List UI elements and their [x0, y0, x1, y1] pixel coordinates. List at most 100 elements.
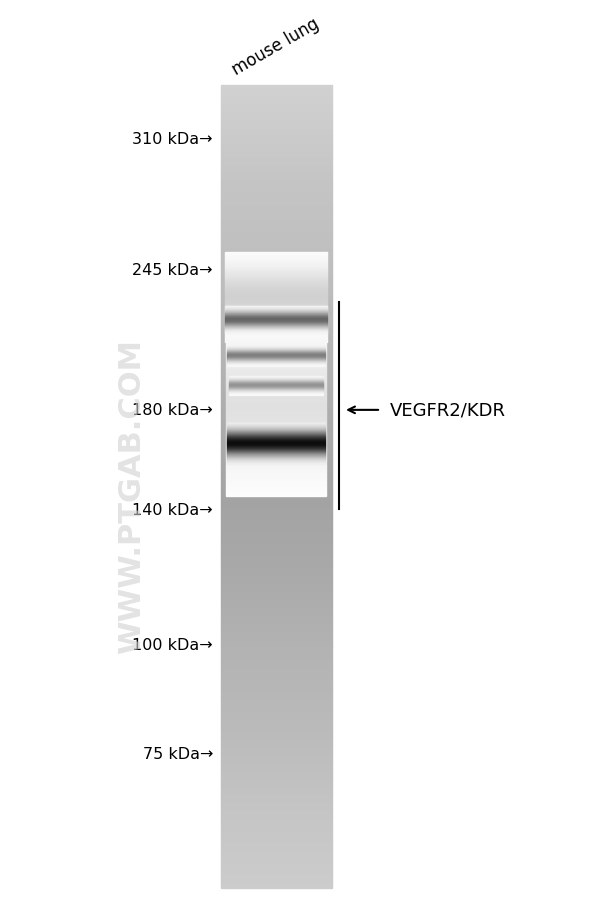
- Bar: [221, 637, 331, 638]
- Bar: [221, 526, 331, 527]
- Bar: [226, 377, 326, 379]
- Bar: [221, 670, 331, 672]
- Bar: [221, 224, 331, 226]
- Bar: [221, 609, 331, 611]
- Bar: [225, 331, 327, 333]
- Bar: [221, 343, 331, 345]
- Bar: [221, 658, 331, 660]
- Bar: [226, 487, 326, 489]
- Bar: [226, 485, 326, 487]
- Bar: [221, 469, 331, 471]
- Bar: [226, 451, 326, 454]
- Bar: [221, 861, 331, 863]
- Bar: [221, 572, 331, 574]
- Bar: [221, 855, 331, 856]
- Bar: [221, 689, 331, 691]
- Bar: [221, 347, 331, 349]
- Bar: [221, 426, 331, 428]
- Bar: [226, 456, 326, 458]
- Bar: [221, 492, 331, 493]
- Bar: [221, 812, 331, 813]
- Bar: [226, 467, 326, 469]
- Bar: [225, 270, 327, 271]
- Bar: [221, 273, 331, 275]
- Bar: [221, 545, 331, 547]
- Bar: [221, 773, 331, 775]
- Bar: [226, 427, 326, 428]
- Bar: [221, 259, 331, 261]
- Bar: [225, 306, 327, 307]
- Bar: [221, 135, 331, 137]
- Bar: [221, 403, 331, 405]
- Bar: [225, 323, 327, 324]
- Bar: [221, 294, 331, 296]
- Bar: [221, 815, 331, 816]
- Bar: [221, 631, 331, 633]
- Bar: [221, 462, 331, 463]
- Bar: [221, 102, 331, 104]
- Bar: [221, 741, 331, 742]
- Bar: [221, 818, 331, 819]
- Bar: [225, 316, 327, 317]
- Bar: [221, 389, 331, 391]
- Bar: [221, 651, 331, 652]
- Bar: [221, 133, 331, 135]
- Bar: [221, 703, 331, 704]
- Bar: [225, 329, 327, 330]
- Bar: [221, 110, 331, 111]
- Bar: [221, 585, 331, 586]
- Bar: [225, 281, 327, 283]
- Bar: [221, 742, 331, 744]
- Bar: [221, 787, 331, 789]
- Bar: [221, 527, 331, 529]
- Bar: [225, 324, 327, 325]
- Bar: [221, 701, 331, 703]
- Bar: [221, 629, 331, 630]
- Bar: [221, 555, 331, 557]
- Bar: [221, 108, 331, 110]
- Bar: [221, 458, 331, 460]
- Bar: [226, 415, 326, 417]
- Bar: [225, 339, 327, 341]
- Bar: [221, 296, 331, 298]
- Bar: [226, 433, 326, 436]
- Bar: [221, 503, 331, 505]
- Bar: [221, 310, 331, 312]
- Bar: [221, 312, 331, 314]
- Bar: [226, 419, 326, 422]
- Bar: [221, 378, 331, 380]
- Bar: [221, 594, 331, 596]
- Bar: [225, 285, 327, 287]
- Bar: [221, 808, 331, 810]
- Bar: [221, 105, 331, 106]
- Bar: [221, 489, 331, 491]
- Bar: [221, 257, 331, 259]
- Bar: [221, 630, 331, 631]
- Bar: [221, 851, 331, 853]
- Bar: [221, 423, 331, 425]
- Bar: [221, 783, 331, 784]
- Bar: [226, 363, 326, 365]
- Bar: [221, 121, 331, 123]
- Bar: [221, 415, 331, 417]
- Bar: [221, 652, 331, 654]
- Bar: [221, 448, 331, 450]
- Bar: [221, 267, 331, 269]
- Bar: [221, 483, 331, 485]
- Bar: [226, 361, 326, 363]
- Bar: [221, 816, 331, 818]
- Text: 245 kDa→: 245 kDa→: [133, 263, 213, 278]
- Bar: [221, 148, 331, 150]
- Bar: [226, 383, 326, 386]
- Bar: [221, 746, 331, 747]
- Bar: [221, 209, 331, 211]
- Bar: [226, 445, 326, 446]
- Bar: [221, 407, 331, 409]
- Bar: [221, 806, 331, 808]
- Bar: [221, 648, 331, 649]
- Bar: [221, 386, 331, 388]
- Bar: [221, 710, 331, 712]
- Bar: [225, 253, 327, 255]
- Bar: [225, 312, 327, 314]
- Bar: [221, 588, 331, 590]
